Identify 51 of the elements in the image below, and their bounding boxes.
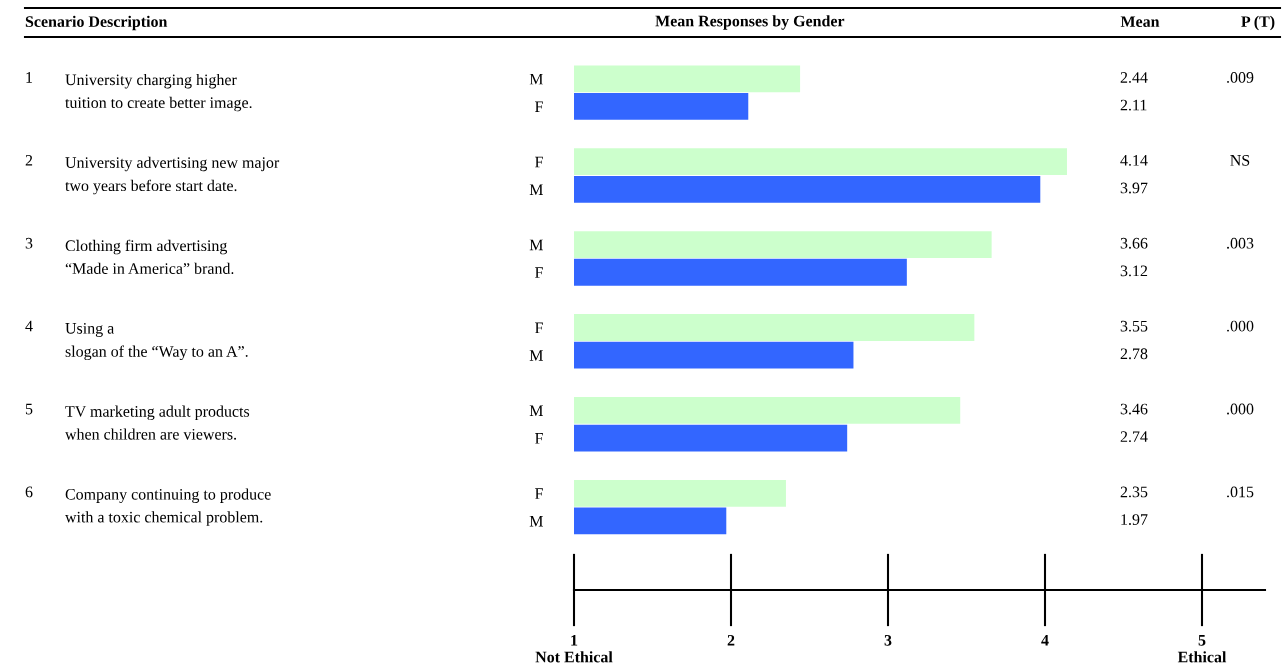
y-tick-label: M: [529, 73, 543, 85]
y-tick-label: F: [535, 101, 543, 112]
text: 1: [26, 72, 33, 83]
text: .000: [1227, 403, 1254, 415]
text: Clothing firm advertising “Made in America” brand.: [65, 239, 234, 274]
y-tick-label: F: [535, 488, 543, 499]
y-tick-label: F: [535, 267, 543, 278]
text: Using a slogan of the “Way to an A”.: [65, 322, 248, 361]
data-label: 2.44: [1120, 72, 1148, 83]
chart-title: Mean Responses by Gender: [655, 15, 845, 30]
text: Company continuing to produce with a toxic chemical problem.: [65, 488, 271, 526]
data-label: 3.12: [1120, 265, 1148, 277]
data-label: 3.55: [1120, 320, 1148, 332]
text: 6: [25, 486, 33, 498]
text: 3: [25, 237, 33, 249]
data-label: 4.14: [1120, 155, 1148, 166]
text: .000: [1227, 320, 1254, 332]
data-label: 3.46: [1120, 403, 1148, 415]
y-tick-label: M: [529, 516, 543, 527]
text: NS: [1230, 154, 1250, 166]
text: .009: [1227, 72, 1254, 83]
x-tick-label: 3: [884, 634, 892, 646]
data-label: 3.66: [1120, 237, 1148, 249]
text: Mean: [1120, 16, 1160, 27]
text: 4: [25, 320, 33, 332]
y-tick-label: F: [535, 433, 543, 444]
data-label: 3.97: [1120, 182, 1148, 194]
data-label: 2.74: [1120, 431, 1148, 443]
text: .015: [1227, 486, 1254, 498]
text: 2: [25, 154, 33, 166]
y-tick-label: M: [529, 239, 543, 251]
data-label: 2.35: [1120, 486, 1148, 498]
data-label: 2.11: [1120, 99, 1147, 111]
x-tick-label: 2: [727, 634, 735, 646]
text: TV marketing adult products when children are viewers.: [65, 405, 250, 440]
y-tick-label: M: [529, 350, 543, 361]
text: 5: [25, 403, 33, 415]
x-tick-label: 1 Not Ethical: [535, 634, 613, 663]
y-tick-label: F: [535, 156, 543, 168]
text: P (T): [1241, 15, 1275, 31]
text: .003: [1227, 237, 1254, 249]
data-label: 1.97: [1121, 514, 1148, 525]
y-tick-label: M: [529, 184, 543, 195]
text: University advertising new major two years before start date.: [65, 156, 280, 195]
y-tick-label: F: [535, 322, 543, 334]
x-tick-label: 5 Ethical: [1177, 635, 1227, 663]
x-tick-label: 4: [1041, 635, 1049, 646]
data-label: 2.78: [1120, 348, 1148, 360]
y-tick-label: M: [529, 405, 543, 416]
text: University charging higher tuition to create better image.: [65, 73, 252, 112]
text: Scenario Description: [25, 15, 168, 31]
